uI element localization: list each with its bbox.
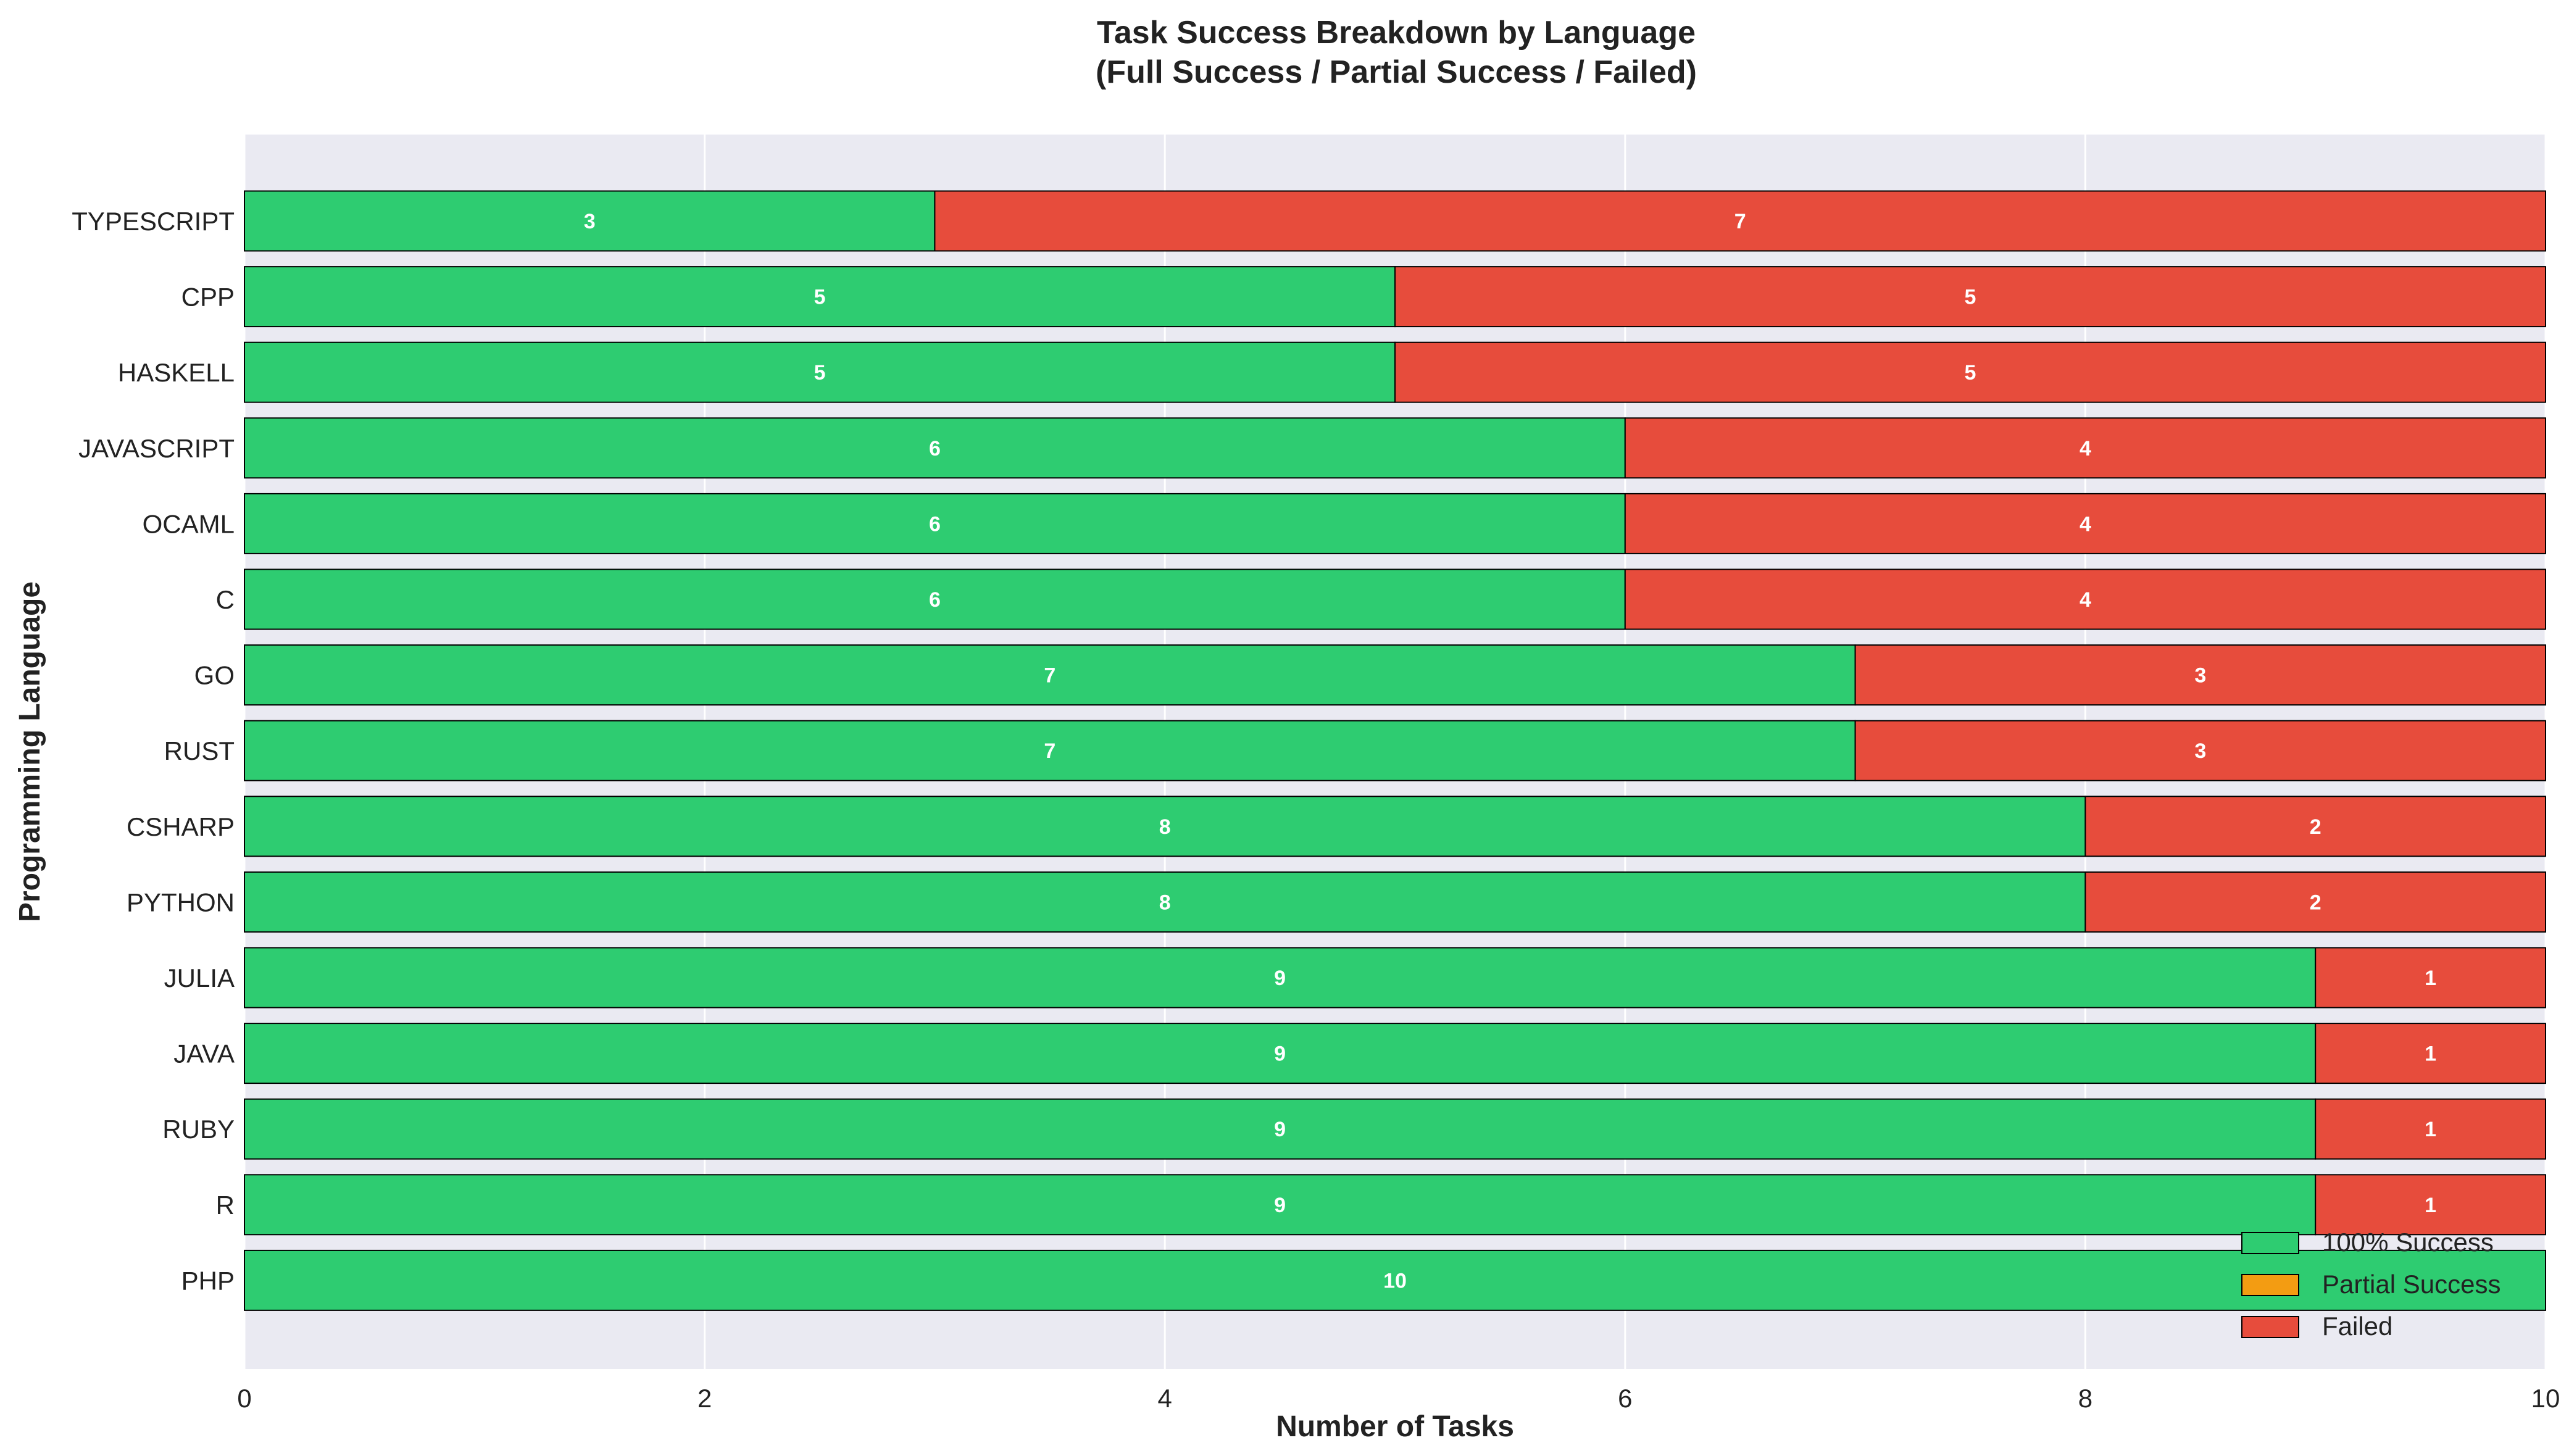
bar-value-label: 4: [2080, 437, 2091, 460]
y-tick-label: JULIA: [164, 963, 235, 992]
bar-segment: [244, 720, 1856, 781]
bar-value-label: 1: [2425, 967, 2436, 990]
x-tick-label: 0: [237, 1384, 251, 1413]
bar-value-label: 4: [2080, 588, 2091, 612]
legend-label: Failed: [2322, 1312, 2392, 1341]
chart-title: Task Success Breakdown by Language (Full …: [1096, 15, 1697, 90]
bar-segment: [1854, 644, 2547, 706]
x-tick-label: 8: [2078, 1384, 2092, 1413]
y-tick-label: R: [216, 1191, 235, 1220]
chart-title-line: Task Success Breakdown by Language: [1097, 15, 1696, 51]
y-tick-label: CSHARP: [127, 812, 235, 841]
x-tick-labels: 0 2 4 6 8 10: [237, 1384, 2560, 1413]
bar-segment: [2084, 871, 2546, 933]
bar-value-label: 7: [1044, 664, 1055, 688]
y-tick-label: PHP: [181, 1266, 235, 1295]
bar-segment: [2084, 796, 2546, 857]
y-tick-label: C: [216, 585, 235, 614]
bar-segment: [244, 1023, 2317, 1084]
bar-value-label: 6: [929, 588, 941, 612]
y-axis-label: Programming Language: [14, 581, 46, 922]
y-tick-labels: TYPESCRIPT CPP HASKELL JAVASCRIPT OCAML C GO RU…: [72, 207, 235, 1295]
y-tick-label: RUBY: [162, 1115, 235, 1144]
bar-value-label: 1: [2425, 1194, 2436, 1217]
bar-value-label: 3: [2194, 664, 2206, 688]
y-tick-label: GO: [194, 661, 235, 690]
bar-value-label: 9: [1274, 1194, 1286, 1217]
x-tick-label: 6: [1618, 1384, 1632, 1413]
bar-segment: [244, 1098, 2317, 1160]
bar-segment: [1624, 493, 2546, 554]
bar-value-label: 3: [2194, 739, 2206, 763]
bar-segment: [1394, 341, 2546, 403]
bar-segment: [244, 190, 936, 252]
legend-swatch: [2241, 1232, 2299, 1254]
bar-segment: [244, 568, 1626, 630]
bar-segment: [244, 266, 1396, 328]
bar-value-label: 3: [584, 210, 596, 233]
bar-value-label: 8: [1159, 891, 1171, 914]
bar-value-label: 2: [2310, 815, 2321, 839]
x-tick-label: 10: [2531, 1384, 2560, 1413]
bar-value-label: 5: [814, 286, 826, 309]
bar-segment: [244, 1174, 2317, 1236]
bar-segment: [2315, 1174, 2546, 1236]
bar-segment: [1854, 720, 2547, 781]
bars: [244, 190, 2547, 1311]
bar-value-label: 4: [2080, 512, 2091, 536]
y-tick-label: JAVA: [173, 1039, 235, 1068]
bar-value-label: 8: [1159, 815, 1171, 839]
x-tick-label: 4: [1158, 1384, 1172, 1413]
bar-value-label: 7: [1044, 739, 1055, 763]
bar-value-label: 10: [1383, 1269, 1407, 1292]
legend-swatch: [2241, 1316, 2299, 1338]
bar-value-label: 7: [1734, 210, 1746, 233]
y-tick-label: OCAML: [143, 509, 235, 538]
x-axis-label: Number of Tasks: [1276, 1410, 1514, 1443]
bar-value-label: 5: [1965, 361, 1976, 385]
y-tick-label: CPP: [181, 283, 235, 312]
bar-segment: [244, 417, 1626, 479]
bar-segment: [934, 190, 2547, 252]
bar-value-label: 6: [929, 437, 941, 460]
bar-value-label: 2: [2310, 891, 2321, 914]
bar-value-label: 5: [1965, 286, 1976, 309]
bar-segment: [244, 871, 2086, 933]
chart-title-line: (Full Success / Partial Success / Failed…: [1096, 54, 1697, 90]
bar-value-label: 6: [929, 512, 941, 536]
bar-value-label: 1: [2425, 1042, 2436, 1066]
y-tick-label: HASKELL: [118, 358, 235, 387]
bar-value-label: 9: [1274, 967, 1286, 990]
bar-segment: [244, 947, 2317, 1009]
bar-segment: [2315, 947, 2546, 1009]
bar-value-label: 5: [814, 361, 826, 385]
bar-value-label: 9: [1274, 1118, 1286, 1141]
bar-value-label: 1: [2425, 1118, 2436, 1141]
bar-labels: 3 7 5 5 5 5 6 4 6 4 6 4 7 3 7 3 8 2 8 2 9 1 9 1 9 1 9 1 10: [584, 210, 2436, 1292]
bar-segment: [2315, 1098, 2546, 1160]
y-tick-label: TYPESCRIPT: [72, 207, 235, 236]
bar-value-label: 9: [1274, 1042, 1286, 1066]
legend: 100% Success Partial Success Failed: [2241, 1228, 2500, 1341]
legend-label: Partial Success: [2322, 1270, 2500, 1299]
bar-segment: [244, 1249, 2546, 1311]
y-tick-label: RUST: [164, 736, 235, 765]
legend-label: 100% Success: [2322, 1228, 2494, 1257]
bar-segment: [1624, 568, 2546, 630]
y-tick-label: PYTHON: [127, 888, 235, 917]
bar-segment: [2315, 1023, 2546, 1084]
bar-segment: [244, 796, 2086, 857]
bar-segment: [244, 644, 1856, 706]
bar-segment: [1394, 266, 2546, 328]
y-tick-label: JAVASCRIPT: [78, 434, 235, 463]
bar-segment: [1624, 417, 2546, 479]
x-tick-label: 2: [697, 1384, 712, 1413]
legend-swatch: [2241, 1274, 2299, 1296]
